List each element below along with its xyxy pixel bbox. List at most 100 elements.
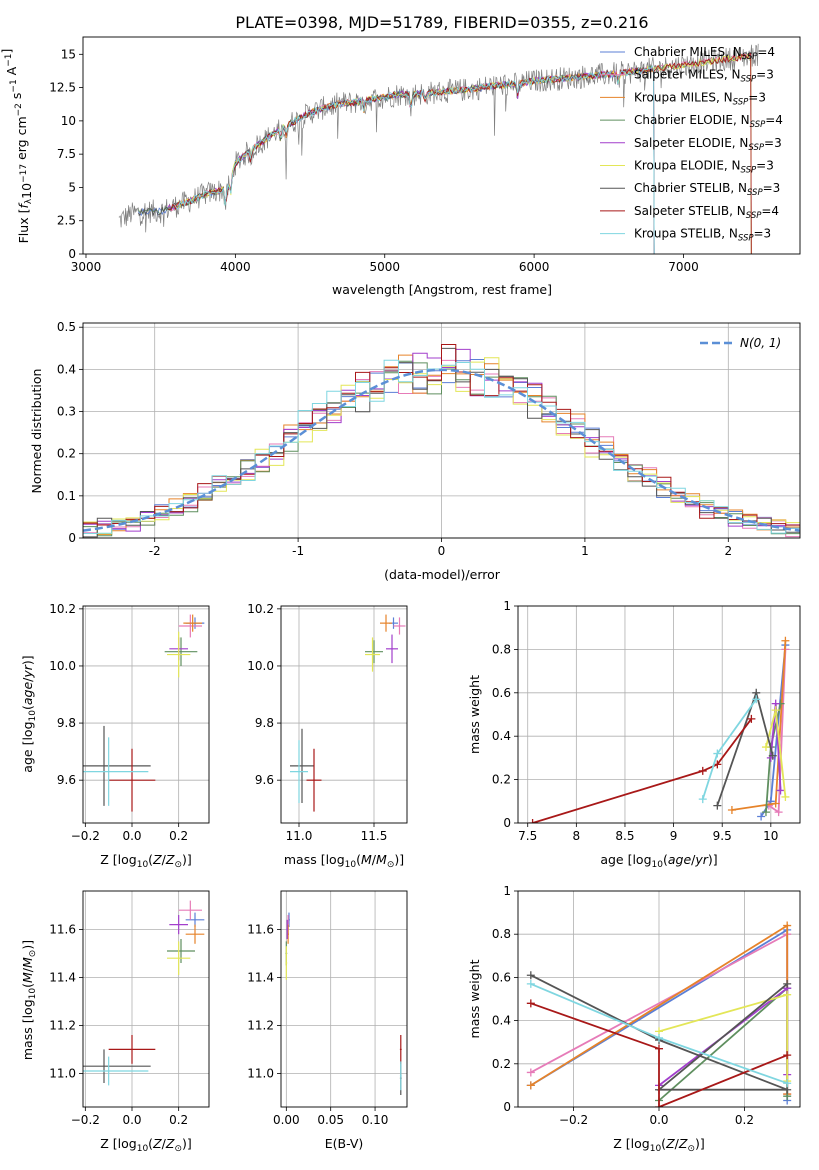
mass_vs_ebv-frame <box>280 890 408 1108</box>
x-tick-label: 0.2 <box>169 829 188 843</box>
mass-y-label: mass [log10(M/M⊙)] <box>20 940 38 1060</box>
legend-entry: Kroupa STELIB, NSSP=3 <box>634 227 771 244</box>
y-tick-label: 11.0 <box>247 1066 274 1080</box>
x-axis-label: Z [log10(Z/Z⊙)] <box>100 1136 192 1154</box>
x-tick-label: −0.2 <box>71 829 100 843</box>
age_vs_z-frame <box>82 605 210 824</box>
age-x-label: age [log10(age/yr)] <box>600 852 717 870</box>
x-axis-label: Z [log10(Z/Z⊙)] <box>100 852 192 870</box>
x-tick-label: 11.5 <box>361 829 388 843</box>
x-tick-label: 5000 <box>369 260 400 274</box>
gauss-legend-label: N(0, 1) <box>740 336 781 350</box>
weight-marker <box>771 799 780 808</box>
age_vs_mass-axes: 11.0 11.5 9.6 9.8 10.0 10.2 <box>247 602 407 843</box>
weight_vs_z-frame <box>517 890 801 1108</box>
y-tick-label: 11.2 <box>49 1018 76 1032</box>
x-tick-label: 3000 <box>71 260 102 274</box>
x-tick-label: 0.10 <box>362 1113 389 1127</box>
weight-marker <box>713 801 722 810</box>
x-tick-label: 0.0 <box>122 829 141 843</box>
y-tick-label: 2.5 <box>57 214 76 228</box>
y-tick-label: 0 <box>503 1100 511 1114</box>
spectrum-data <box>118 43 759 254</box>
y-tick-label: 5 <box>68 180 76 194</box>
weight-marker <box>698 795 707 804</box>
residuals-x-label: (data-model)/error <box>384 567 501 582</box>
weight-marker <box>747 714 756 723</box>
weight-marker <box>526 999 535 1008</box>
y-tick-label: 0.5 <box>57 320 76 334</box>
mass-x-label: mass [log10(M/M⊙)] <box>284 852 404 870</box>
age_vs_mass-frame <box>280 605 408 824</box>
x-tick-label: 8.5 <box>615 829 634 843</box>
y-tick-label: 10 <box>61 114 76 128</box>
legend-entry: Salpeter ELODIE, NSSP=3 <box>634 136 782 153</box>
x-axis-label: Z [log10(Z/Z⊙)] <box>613 1136 705 1154</box>
mass_vs_ebv-axes: 0.00 0.05 0.10 11.0 11.2 11.4 11.6 <box>247 891 407 1127</box>
y-tick-label: 7.5 <box>57 147 76 161</box>
y-tick-label: 0 <box>503 816 511 830</box>
weight-marker <box>761 808 770 817</box>
y-tick-label: 10.2 <box>49 602 76 616</box>
y-tick-label: 0.4 <box>57 362 76 376</box>
gaussian-curve <box>83 368 800 532</box>
y-tick-label: 11.4 <box>49 970 76 984</box>
legend-entry: Kroupa ELODIE, NSSP=3 <box>634 159 774 176</box>
legend-entry: Salpeter MILES, NSSP=3 <box>634 68 774 85</box>
x-tick-label: 4000 <box>220 260 251 274</box>
y-tick-label: 10.0 <box>49 659 76 673</box>
y-tick-label: 0.8 <box>492 927 511 941</box>
y-tick-label: 0.4 <box>492 1014 511 1028</box>
y-tick-label: 10.2 <box>247 602 274 616</box>
y-tick-label: 0 <box>68 531 76 545</box>
mass_vs_ebv-data <box>285 912 402 1095</box>
y-tick-label: 1 <box>503 884 511 898</box>
x-tick-label: −0.2 <box>559 1113 588 1127</box>
y-tick-label: 0.6 <box>492 970 511 984</box>
residuals-data <box>83 344 800 538</box>
model-line-kroupa-stelib <box>175 64 655 254</box>
weight-marker <box>713 749 722 758</box>
x-tick-label: 0.05 <box>317 1113 344 1127</box>
observed-spectrum-line <box>118 43 759 233</box>
y-tick-label: 0.8 <box>492 642 511 656</box>
weight-marker <box>781 636 790 645</box>
y-tick-label: 11.2 <box>247 1018 274 1032</box>
weight-marker <box>776 786 785 795</box>
weight-marker <box>698 766 707 775</box>
mass_vs_z-frame <box>82 890 210 1108</box>
mass_vs_z-axes: −0.2 0.0 0.2 11.0 11.2 11.4 11.6 <box>49 891 209 1127</box>
x-tick-label: 1 <box>581 544 589 558</box>
x-tick-label: 9 <box>670 829 678 843</box>
weight-marker <box>783 1051 792 1060</box>
weight-marker <box>783 921 792 930</box>
x-tick-label: 0.0 <box>122 1113 141 1127</box>
weight-line <box>532 718 753 823</box>
x-tick-label: 0.00 <box>273 1113 300 1127</box>
legend-entry: Chabrier STELIB, NSSP=3 <box>634 181 780 198</box>
y-tick-label: 0.6 <box>492 686 511 700</box>
y-tick-label: 9.6 <box>255 773 274 787</box>
weight-marker <box>526 971 535 980</box>
y-tick-label: 12.5 <box>49 81 76 95</box>
y-tick-label: 15 <box>61 47 76 61</box>
weight-marker <box>783 990 792 999</box>
x-tick-label: 2 <box>724 544 732 558</box>
y-tick-label: 0.2 <box>57 447 76 461</box>
x-tick-label: 7.5 <box>518 829 537 843</box>
x-tick-label: −0.2 <box>71 1113 100 1127</box>
spectrum-legend: Chabrier MILES, NSSP=4 Salpeter MILES, NS… <box>600 45 783 244</box>
legend-entry: Salpeter STELIB, NSSP=4 <box>634 204 779 221</box>
weight-marker <box>655 1103 663 1107</box>
weight-marker <box>774 808 783 817</box>
weight-marker <box>781 792 790 801</box>
x-tick-label: 10 <box>763 829 778 843</box>
x-tick-label: 9.5 <box>713 829 732 843</box>
weight-marker <box>526 979 535 988</box>
age-y-label: age [log10(age/yr)] <box>20 655 38 772</box>
weight-marker <box>526 1081 535 1090</box>
y-tick-label: 9.8 <box>255 716 274 730</box>
spectrum-x-label: wavelength [Angstrom, rest frame] <box>332 282 552 297</box>
weight-marker <box>783 979 792 988</box>
